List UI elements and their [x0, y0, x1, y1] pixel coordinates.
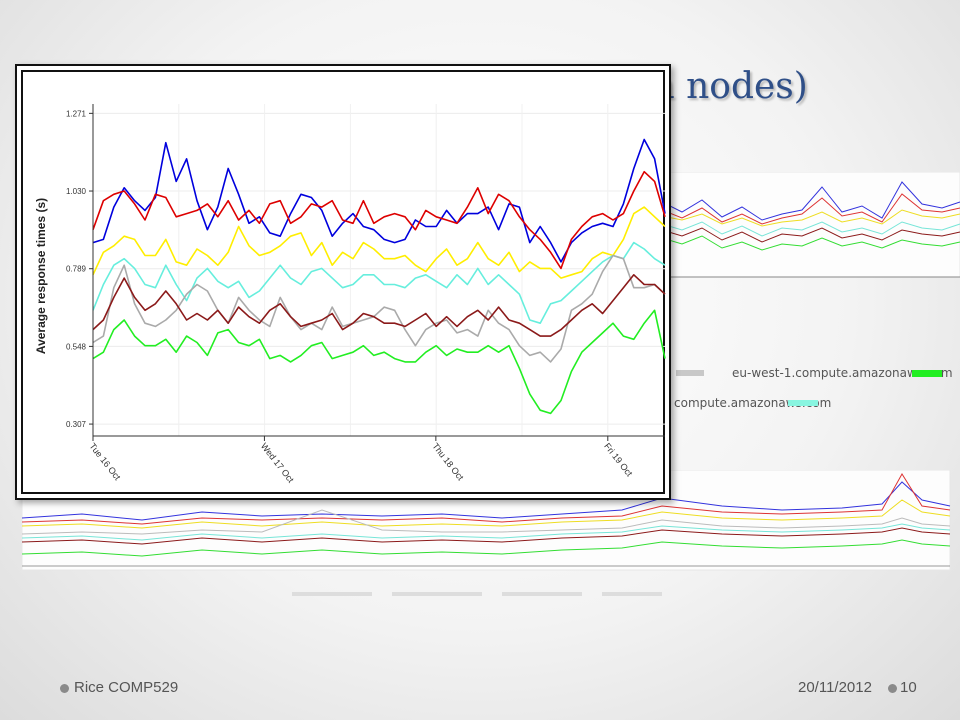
y-axis-label: Average response times (s): [34, 198, 48, 354]
page-number: 10: [900, 679, 917, 696]
series-line-7: [92, 309, 666, 415]
chart-grid: [92, 104, 665, 436]
zoomed-chart-panel: 1.271 1.030 0.789 0.548 0.307 Tue 16 Oct Wed 1…: [15, 64, 671, 500]
background-chart-top: [662, 172, 960, 278]
legend-entry-2-label: compute.amazonaws.com: [674, 396, 832, 410]
legend-swatch-green: [912, 370, 942, 377]
series-line-3: [92, 206, 666, 279]
x-tick-label: Fri 19 Oct: [602, 441, 635, 479]
footer-bullet-right: [888, 684, 897, 693]
series-line-2: [92, 170, 666, 270]
y-tick-label: 0.789: [66, 265, 87, 274]
legend-entry-1-label: eu-west-1.compute.amazonaws.com: [732, 366, 953, 380]
chart-axes: 1.271 1.030 0.789 0.548 0.307 Tue 16 Oct Wed 1…: [66, 104, 665, 485]
series-line-4: [92, 241, 666, 325]
chart-series: [92, 138, 666, 415]
legend-swatch-gray: [676, 370, 704, 376]
y-tick-label: 0.307: [66, 420, 87, 429]
x-tick-label: Wed 17 Oct: [259, 441, 296, 485]
footer-date: 20/11/2012: [798, 679, 872, 696]
legend-swatch-aqua: [788, 400, 818, 406]
y-tick-label: 1.030: [66, 187, 87, 196]
series-line-5: [92, 254, 666, 363]
y-tick-label: 0.548: [66, 342, 87, 351]
series-line-6: [92, 274, 666, 337]
footer-bullet-left: [60, 684, 69, 693]
x-tick-label: Thu 18 Oct: [430, 441, 466, 483]
response-time-chart: 1.271 1.030 0.789 0.548 0.307 Tue 16 Oct Wed 1…: [34, 104, 666, 485]
footer-course-label: Rice COMP529: [74, 679, 179, 696]
x-tick-label: Tue 16 Oct: [87, 441, 122, 482]
y-tick-label: 1.271: [66, 109, 87, 118]
